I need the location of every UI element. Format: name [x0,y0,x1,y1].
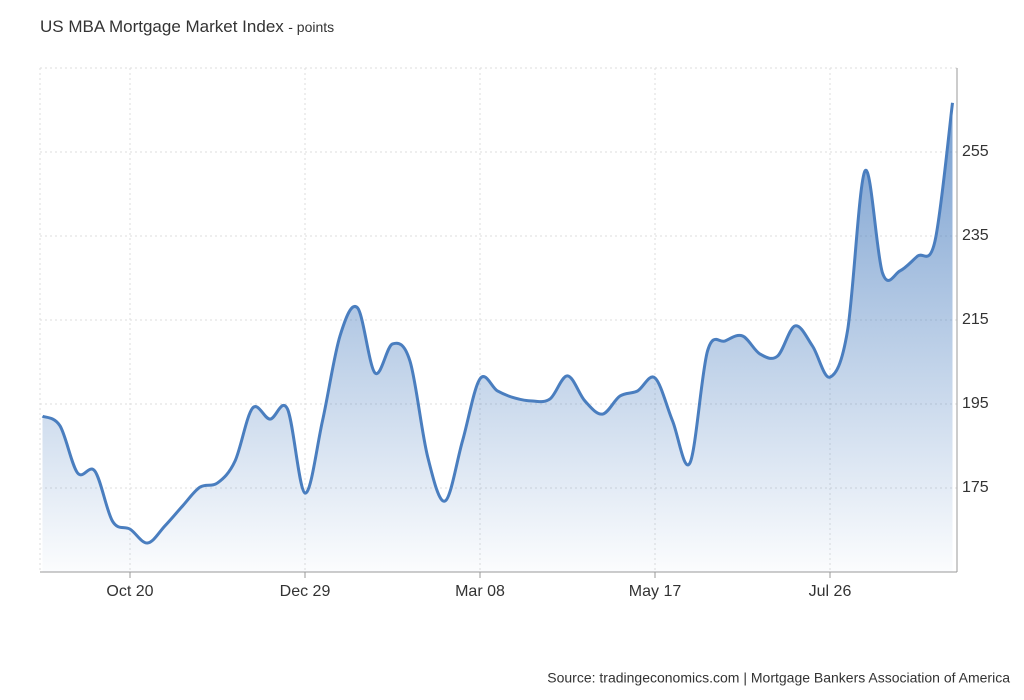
y-tick-label: 255 [962,143,989,160]
line [41,102,954,545]
x-tick-label: May 17 [629,583,682,600]
title: US MBA Mortgage Market Index [40,17,284,36]
x-tick-label: Dec 29 [280,583,331,600]
y-tick-label: 175 [962,479,989,496]
subtitle: - points [288,19,334,35]
y-tick-label: 195 [962,395,989,412]
y-tick-label: 235 [962,227,989,244]
y-tick-label: 215 [962,311,989,328]
x-tick-label: Jul 26 [809,583,852,600]
area [42,102,953,573]
chart-title: US MBA Mortgage Market Index - points [40,17,334,36]
x-tick-label: Oct 20 [106,583,153,600]
x-tick-label: Mar 08 [455,583,505,600]
source: Source: tradingeconomics.com | Mortgage … [547,670,1010,686]
